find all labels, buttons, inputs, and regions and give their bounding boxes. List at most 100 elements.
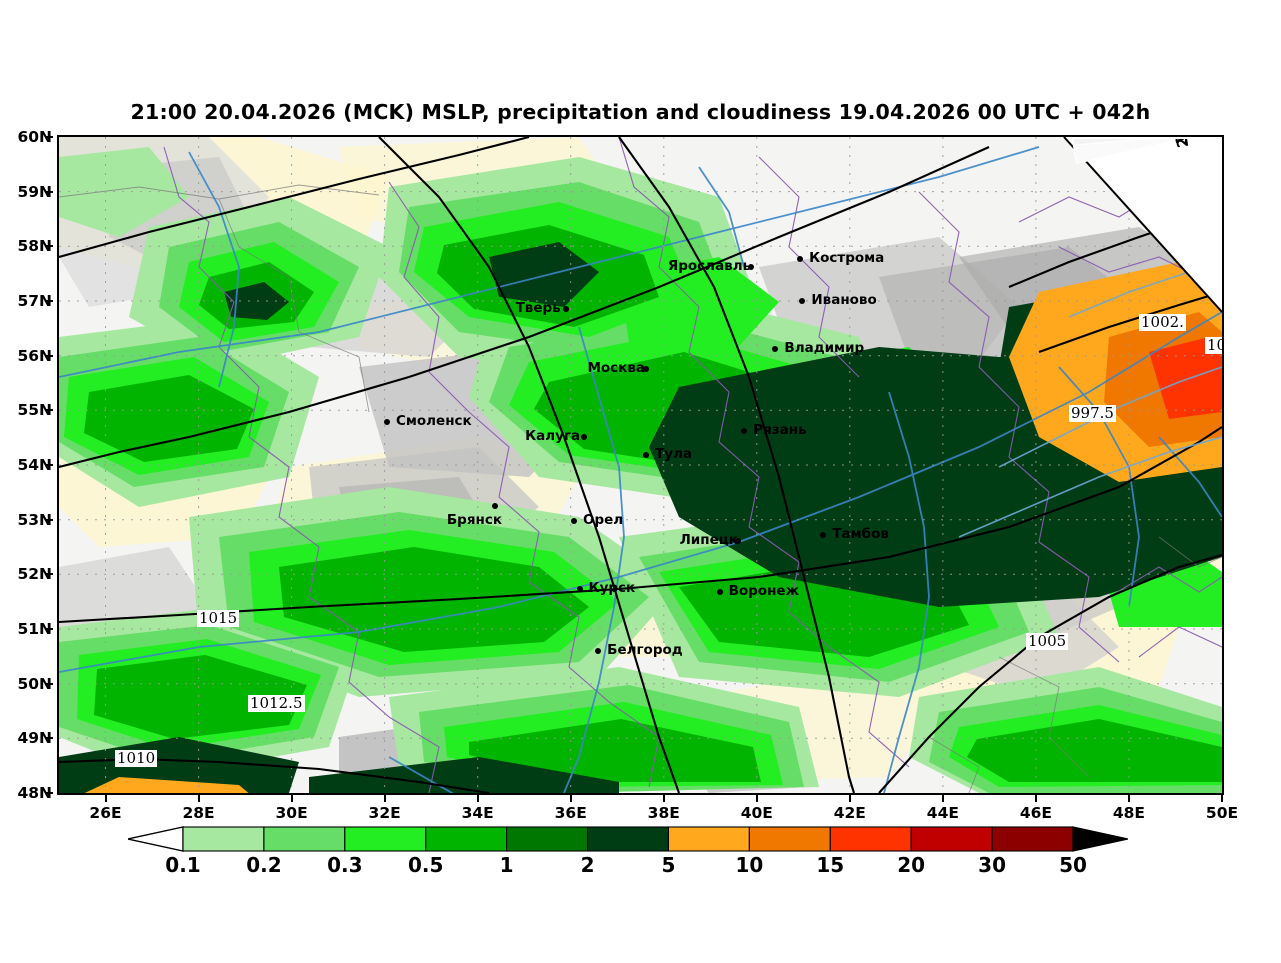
lon-tick-label: 40E — [740, 804, 773, 822]
city-marker — [716, 589, 723, 596]
city-marker — [772, 345, 779, 352]
colorbar-segment[interactable] — [182, 826, 265, 852]
lat-tick-label: 49N — [17, 729, 52, 748]
lon-tick-mark — [569, 795, 572, 802]
lat-tick-label: 56N — [17, 346, 52, 365]
colorbar-high-arrow — [1072, 826, 1128, 852]
isobar-value-label: 1005 — [1026, 632, 1069, 650]
city-marker — [797, 255, 804, 262]
city-marker — [383, 419, 390, 426]
lat-tick-mark — [45, 300, 53, 302]
colorbar-segment[interactable] — [748, 826, 831, 852]
city-label: Орел — [582, 512, 624, 529]
cloud-legend-tick: 20 — [1171, 139, 1192, 149]
lat-tick-label: 53N — [17, 510, 52, 529]
longitude-axis: 26E 28E 30E 32E 34E 36E 38E 40E 42E 44E 46E 48E 50E — [57, 795, 1238, 823]
lat-tick-label: 51N — [17, 620, 52, 638]
lat-tick-mark — [45, 354, 53, 357]
isobars — [59, 137, 1222, 793]
isobar-value-label: 1012.5 — [248, 694, 305, 712]
lon-tick-label: 48E — [1112, 804, 1146, 822]
lat-tick-mark — [45, 737, 53, 740]
lon-tick-label: 30E — [275, 804, 308, 822]
colorbar-tick-label: 30 — [978, 853, 1006, 877]
cloudiness-legend: 1009080706050403020 — [1072, 139, 1192, 165]
cloud-legend-tick: 40 — [1172, 139, 1192, 141]
colorbar-tick-label: 1 — [499, 853, 514, 877]
map-canvas: 1009080706050403020 1015 1012.5 1010 1005 99… — [59, 137, 1222, 793]
city-marker — [747, 264, 754, 271]
city-marker — [643, 366, 650, 373]
lat-tick-label: 52N — [17, 565, 52, 584]
city-marker — [643, 451, 650, 458]
lon-tick-label: 46E — [1019, 804, 1052, 822]
lat-tick-label: 50N — [17, 674, 52, 693]
city-label: Брянск — [446, 512, 503, 528]
lon-tick-label: 38E — [647, 804, 680, 822]
isobar-value-label: 1010 — [115, 749, 158, 767]
lon-tick-label: 28E — [182, 804, 215, 822]
lon-tick-mark — [941, 795, 944, 802]
lon-tick-mark — [383, 795, 386, 802]
latitude-axis: 60N 59N 58N 57N 56N 55N 54N 53N 52N 51N 50N 49N 48N — [0, 128, 53, 802]
lon-tick-mark — [290, 795, 293, 802]
city-marker — [595, 647, 602, 654]
lat-tick-label: 48N — [17, 784, 52, 802]
map-container[interactable]: 1009080706050403020 1015 1012.5 1010 1005 99… — [57, 135, 1224, 795]
colorbar-tick-label: 20 — [897, 853, 926, 877]
city-label: Владимир — [784, 339, 865, 356]
colorbar-segment[interactable] — [344, 826, 427, 852]
lon-tick-label: 50E — [1205, 804, 1239, 822]
lon-tick-mark — [755, 795, 758, 802]
colorbar-low-arrow — [128, 826, 184, 852]
lon-tick-mark — [848, 795, 851, 802]
page-title: 21:00 20.04.2026 (MCK) MSLP, precipitati… — [130, 100, 1151, 124]
lat-tick-label: 60N — [17, 128, 52, 146]
city-label: Ярославль — [667, 258, 752, 275]
isobar-value-label: 1002. — [1139, 313, 1186, 331]
city-marker — [799, 298, 806, 304]
colorbar-segment[interactable] — [991, 826, 1074, 852]
lat-tick-mark — [45, 628, 53, 630]
lon-tick-mark — [197, 795, 200, 802]
city-marker — [570, 518, 577, 525]
colorbar-segment[interactable] — [586, 826, 670, 852]
city-marker — [576, 586, 583, 593]
colorbar-segment[interactable] — [829, 826, 912, 852]
colorbar-segment[interactable] — [667, 826, 750, 852]
lat-tick-label: 55N — [17, 401, 52, 420]
cloud-legend-tick: 30 — [1172, 139, 1190, 144]
colorbar-tick-label: 5 — [661, 853, 676, 877]
colorbar-segment[interactable] — [263, 826, 346, 852]
isobar-value-label: 1015 — [197, 609, 240, 627]
lon-tick-label: 34E — [461, 804, 494, 822]
lon-tick-label: 44E — [926, 804, 959, 822]
lat-tick-mark — [45, 409, 53, 412]
lat-tick-label: 58N — [17, 237, 52, 256]
city-marker — [580, 434, 587, 441]
lat-tick-mark — [45, 190, 53, 193]
lon-tick-label: 36E — [554, 804, 587, 822]
colorbar-segment[interactable] — [506, 826, 589, 852]
city-label: Калуга — [525, 428, 581, 445]
city-marker — [735, 537, 742, 544]
lat-tick-mark — [45, 518, 53, 521]
lon-tick-label: 32E — [368, 804, 401, 822]
colorbar-segment[interactable] — [910, 826, 993, 852]
colorbar-tick-label: 0.2 — [246, 853, 282, 877]
colorbar-tick-label: 15 — [816, 853, 845, 877]
colorbar-tick-label: 2 — [580, 853, 595, 877]
city-marker — [820, 531, 827, 538]
city-marker — [491, 503, 498, 509]
colorbar-tick-label: 0.1 — [165, 853, 201, 877]
lon-tick-mark — [104, 795, 107, 802]
lat-tick-mark — [45, 573, 53, 576]
lon-tick-mark — [476, 795, 479, 802]
city-label: Воронеж — [728, 583, 799, 600]
city-label: Тула — [655, 445, 693, 462]
colorbar-segment[interactable] — [425, 826, 508, 852]
cloud-wedge — [1072, 139, 1170, 165]
lat-tick-mark — [45, 136, 53, 138]
city-marker — [563, 305, 570, 312]
precipitation-colorbar[interactable] — [128, 826, 1128, 852]
